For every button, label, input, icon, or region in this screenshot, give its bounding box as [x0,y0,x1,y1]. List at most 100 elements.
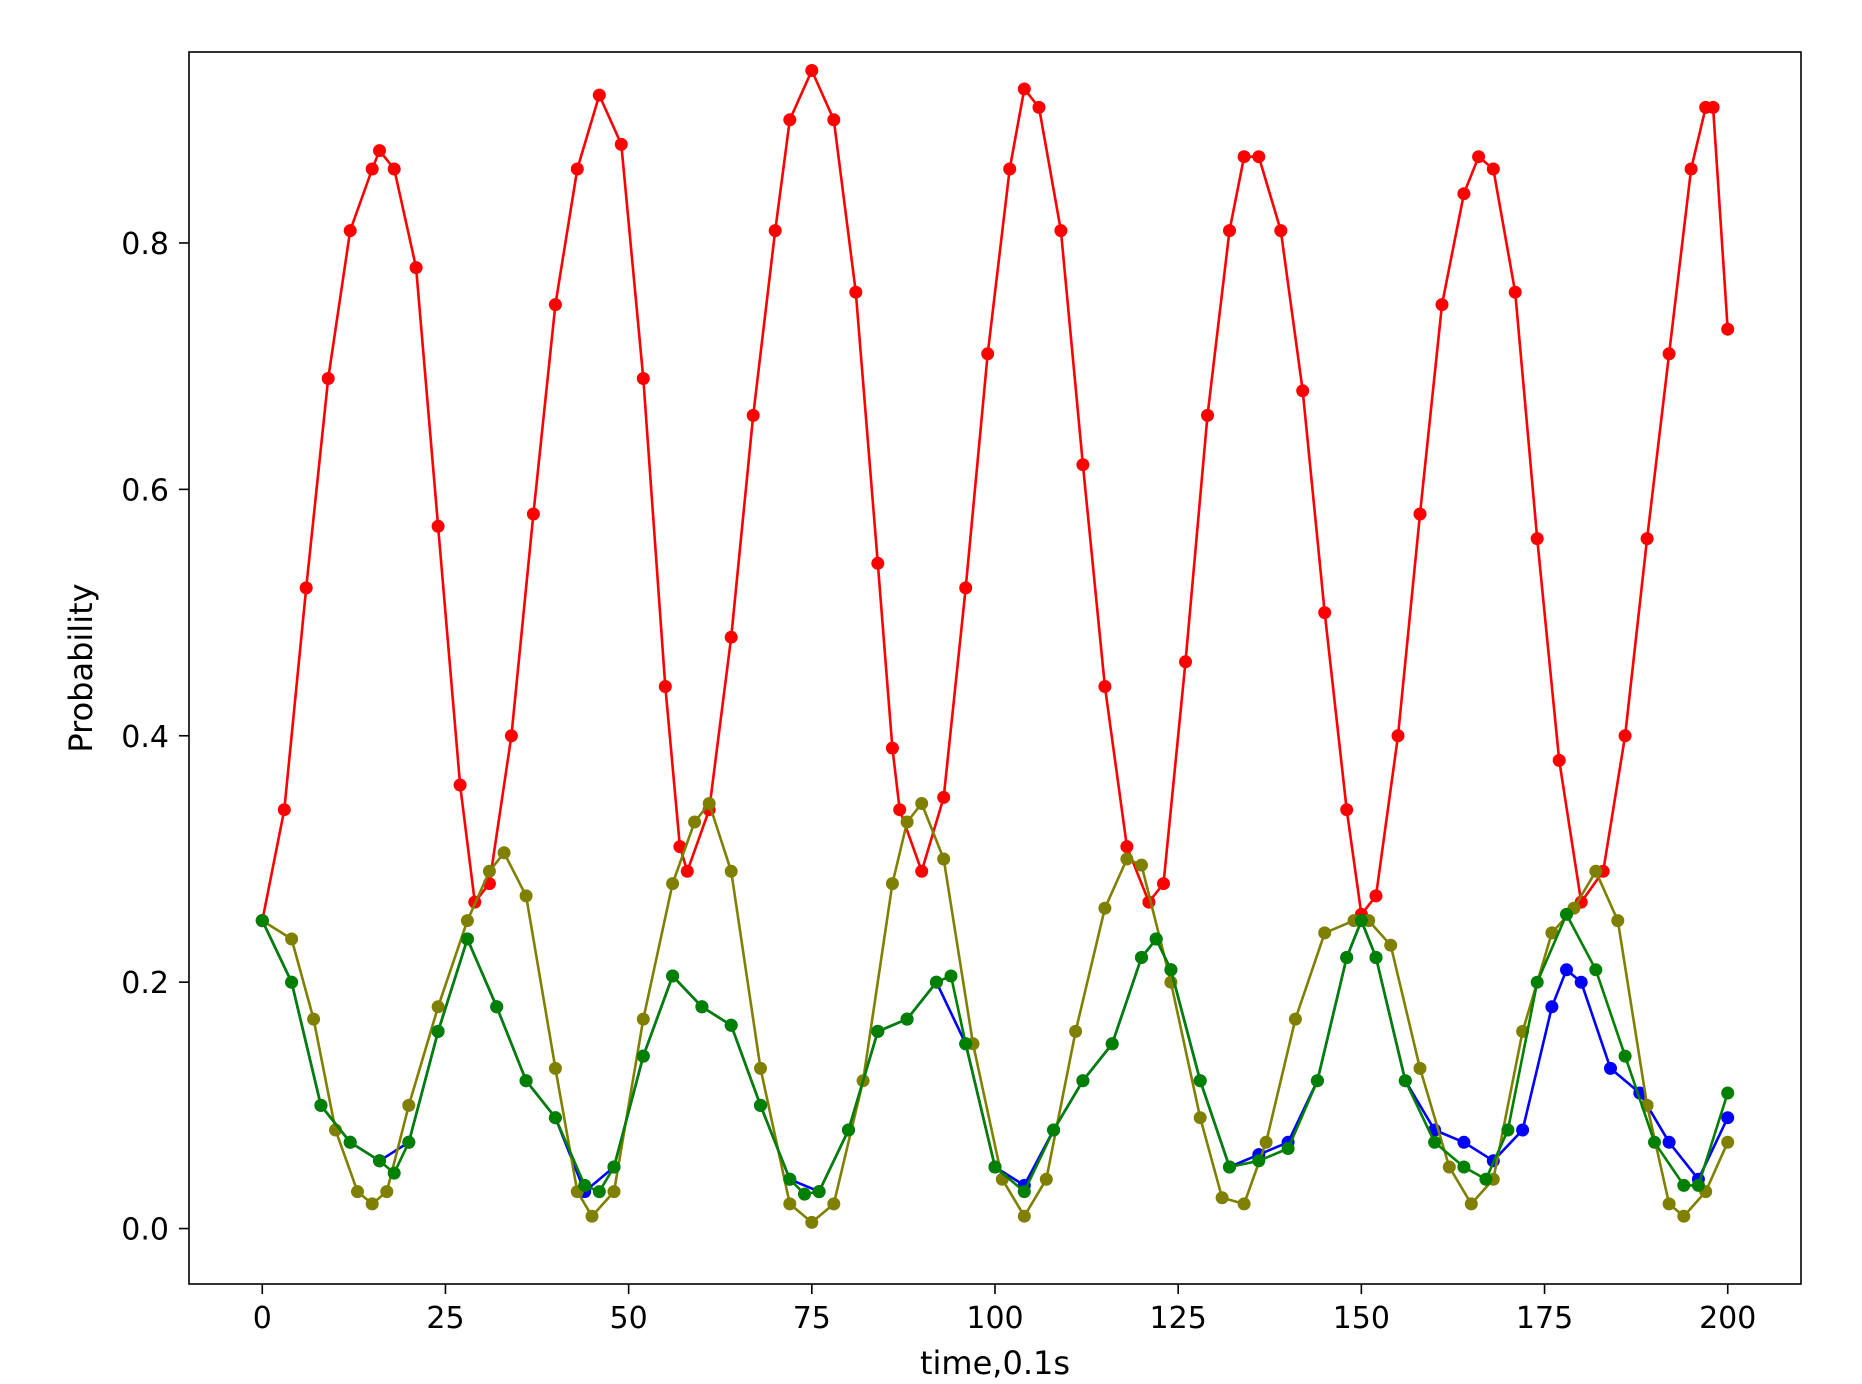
data-point [1560,963,1573,977]
data-point [1648,1135,1661,1149]
data-point [1428,1135,1442,1149]
data-point [548,298,562,312]
data-point [1530,532,1544,546]
data-point [666,969,680,983]
data-point [1369,889,1383,903]
data-point [1545,1000,1559,1014]
y-tick-label: 0.4 [121,720,169,755]
data-point [1135,951,1148,964]
data-point [1464,1197,1478,1211]
data-point [1069,1024,1083,1038]
x-tick-label: 25 [426,1301,464,1336]
data-point [1193,1074,1207,1088]
data-point [636,1049,650,1063]
data-point [1501,1123,1515,1137]
data-point [1721,1086,1735,1100]
data-point [959,1037,973,1051]
x-tick-label: 0 [253,1301,272,1336]
data-point [1017,1209,1031,1223]
data-point [314,1098,328,1112]
data-point [504,729,518,743]
data-point [1435,298,1449,312]
y-axis: 0.0 0.2 0.4 0.6 0.8 [121,227,189,1248]
data-point [1442,1160,1456,1174]
data-point [343,224,357,238]
data-point [1472,150,1486,164]
x-tick-label: 200 [1699,1301,1756,1336]
data-point [431,1024,445,1038]
data-point [1318,926,1332,940]
data-point [1589,963,1603,977]
data-point [1611,914,1625,928]
data-point [724,864,738,878]
data-point [548,1061,562,1075]
data-point [798,1187,811,1201]
data-point [900,815,914,829]
data-point [754,1098,767,1112]
data-point [1354,914,1368,928]
data-point [1149,932,1163,946]
data-point [944,969,958,983]
data-point [1560,907,1573,921]
data-point [1252,150,1266,164]
data-point [1201,408,1214,422]
data-point [1618,729,1632,743]
x-tick-label: 125 [1150,1301,1207,1336]
data-point [1574,975,1588,989]
data-point [673,840,687,854]
data-point [746,408,760,422]
y-tick-label: 0.6 [121,473,169,508]
data-point [1076,458,1090,472]
x-tick-label: 175 [1516,1301,1573,1336]
data-point [636,1012,650,1026]
data-point [1340,951,1354,964]
data-point [827,1197,841,1211]
data-point [893,803,907,817]
data-point [351,1185,364,1199]
data-point [1237,150,1251,164]
data-point [1340,803,1354,817]
data-point [321,372,335,385]
data-point [409,261,423,275]
data-point [402,1135,416,1149]
x-axis-label: time,0.1s [920,1344,1070,1382]
data-point [658,680,672,693]
data-point [666,877,680,891]
data-point [1691,1178,1705,1192]
data-point [482,864,496,878]
data-point [959,581,973,595]
data-point [1105,1037,1119,1051]
data-point [519,1074,533,1088]
data-point [592,1185,606,1199]
data-point [1193,1111,1207,1125]
data-point [1003,162,1017,176]
data-point [1369,951,1383,964]
data-point [1677,1209,1691,1223]
data-point [1032,100,1046,114]
data-point [380,1185,394,1199]
data-point [1684,162,1698,176]
data-point [1076,1074,1090,1088]
data-point [1274,224,1288,238]
data-point [607,1185,621,1199]
data-point [607,1160,621,1174]
data-point [1098,680,1112,693]
series-line [261,913,1729,1196]
x-tick-label: 100 [966,1301,1023,1336]
data-point [1223,1160,1236,1174]
data-point [307,1012,321,1026]
series-3 [255,907,1735,1201]
data-point [702,797,716,810]
data-point [373,144,386,158]
data-point [827,113,841,127]
data-point [900,1012,914,1026]
data-point [1618,1049,1632,1063]
data-point [849,285,863,299]
data-point [981,347,995,361]
data-point [1288,1012,1302,1026]
data-point [1545,926,1559,940]
data-point [1391,729,1405,743]
data-point [1237,1197,1251,1211]
data-point [1589,864,1603,878]
